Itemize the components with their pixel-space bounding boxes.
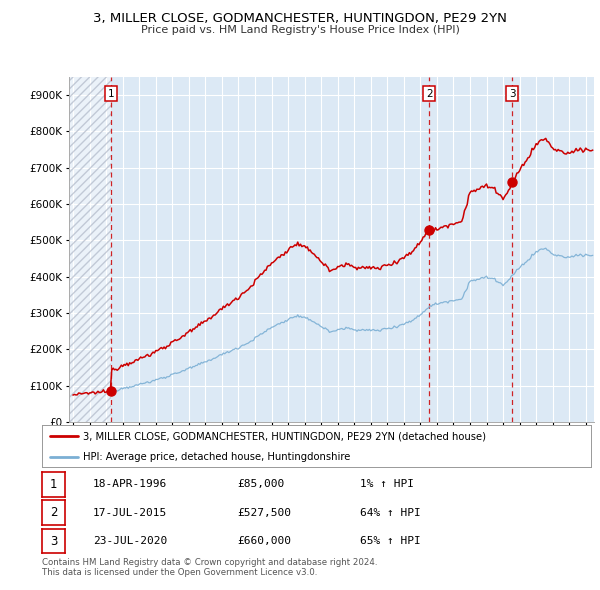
Text: 1% ↑ HPI: 1% ↑ HPI [360, 480, 414, 489]
Text: Contains HM Land Registry data © Crown copyright and database right 2024.: Contains HM Land Registry data © Crown c… [42, 558, 377, 566]
Text: 1: 1 [107, 88, 115, 99]
Text: 3: 3 [509, 88, 515, 99]
Text: 1: 1 [50, 478, 57, 491]
Text: 23-JUL-2020: 23-JUL-2020 [93, 536, 167, 546]
Text: £85,000: £85,000 [237, 480, 284, 489]
Text: 65% ↑ HPI: 65% ↑ HPI [360, 536, 421, 546]
Text: This data is licensed under the Open Government Licence v3.0.: This data is licensed under the Open Gov… [42, 568, 317, 576]
Text: HPI: Average price, detached house, Huntingdonshire: HPI: Average price, detached house, Hunt… [83, 452, 350, 461]
Text: £660,000: £660,000 [237, 536, 291, 546]
Text: 18-APR-1996: 18-APR-1996 [93, 480, 167, 489]
Text: 3, MILLER CLOSE, GODMANCHESTER, HUNTINGDON, PE29 2YN (detached house): 3, MILLER CLOSE, GODMANCHESTER, HUNTINGD… [83, 431, 486, 441]
Text: 3: 3 [50, 535, 57, 548]
Text: 17-JUL-2015: 17-JUL-2015 [93, 508, 167, 517]
Text: 64% ↑ HPI: 64% ↑ HPI [360, 508, 421, 517]
Text: 2: 2 [50, 506, 57, 519]
Text: 2: 2 [426, 88, 433, 99]
Text: £527,500: £527,500 [237, 508, 291, 517]
Text: 3, MILLER CLOSE, GODMANCHESTER, HUNTINGDON, PE29 2YN: 3, MILLER CLOSE, GODMANCHESTER, HUNTINGD… [93, 12, 507, 25]
Text: Price paid vs. HM Land Registry's House Price Index (HPI): Price paid vs. HM Land Registry's House … [140, 25, 460, 35]
